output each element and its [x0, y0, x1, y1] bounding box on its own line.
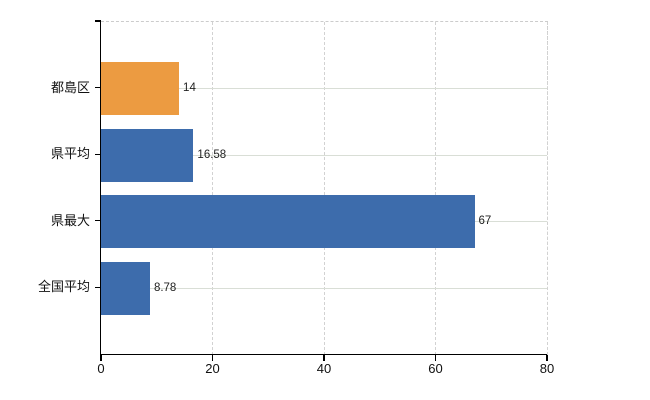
vertical-gridline: [212, 22, 213, 355]
y-axis-tick: [95, 86, 101, 89]
bar: [101, 62, 180, 116]
horizontal-gridline: [101, 287, 547, 289]
x-axis-tick: [211, 355, 214, 361]
vertical-gridline: [435, 22, 436, 355]
vertical-gridline: [323, 22, 325, 355]
y-axis-top-tick: [95, 20, 101, 22]
x-axis-line: [100, 354, 547, 356]
horizontal-gridline: [101, 154, 547, 156]
y-axis-tick: [95, 286, 101, 289]
x-axis-tick: [546, 355, 548, 361]
y-axis-tick: [95, 220, 101, 222]
bar: [101, 128, 194, 182]
y-axis-tick: [95, 153, 101, 155]
x-axis-tick-label: 20: [205, 361, 220, 376]
bar-value-label: 8.78: [153, 281, 177, 294]
category-label: 県平均: [50, 146, 90, 162]
x-axis-tick: [100, 355, 102, 361]
vertical-gridline: [546, 22, 548, 355]
x-axis-tick: [434, 355, 437, 361]
x-axis-tick-label: 60: [428, 361, 443, 376]
plot-area: 14 16.58 67 8.78: [101, 21, 548, 355]
x-axis-tick: [323, 355, 325, 361]
bar: [101, 195, 475, 249]
bar-value-label: 14: [183, 82, 196, 95]
bar: [101, 261, 150, 315]
bar-value-label: 16.58: [197, 148, 227, 161]
horizontal-gridline: [101, 88, 547, 90]
category-label: 都島区: [50, 79, 90, 95]
bar-value-label: 67: [478, 215, 492, 228]
x-axis-tick-label: 0: [97, 361, 105, 376]
x-axis-tick-label: 80: [539, 361, 555, 376]
y-axis-line: [100, 21, 102, 354]
x-axis-tick-label: 40: [316, 361, 332, 376]
category-label: 県最大: [50, 212, 90, 228]
category-label: 全国平均: [37, 279, 90, 295]
